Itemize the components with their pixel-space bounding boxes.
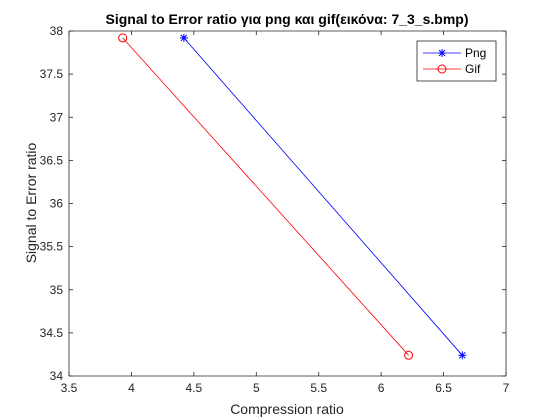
y-tick-label: 36	[50, 197, 64, 211]
x-tick-label: 3.5	[61, 381, 78, 395]
x-tick-label: 4	[128, 381, 135, 395]
legend-label-gif: Gif	[465, 62, 481, 76]
y-tick-label: 34.5	[40, 326, 64, 340]
y-tick-label: 35.5	[40, 240, 64, 254]
series-line-gif	[122, 37, 409, 356]
series-line-png	[183, 37, 463, 356]
data-point-gif-2	[404, 350, 414, 360]
x-tick-label: 7	[503, 381, 510, 395]
legend-marker-png-d2	[438, 49, 446, 57]
y-tick-label: 36.5	[40, 153, 64, 167]
legend-label-png: Png	[465, 46, 486, 60]
data-point-gif-1	[118, 33, 128, 43]
legend-box	[416, 40, 497, 82]
legend-marker-gif	[437, 64, 447, 74]
legend-marker-png	[438, 49, 446, 57]
chart-title: Signal to Error ratio για png και gif(ει…	[106, 11, 469, 27]
x-tick-label: 6.5	[435, 381, 452, 395]
data-point-png-2	[458, 351, 467, 360]
y-axis-title: Signal to Error ratio	[23, 142, 39, 263]
legend: Png Gif	[416, 40, 497, 82]
y-tick-label: 37	[50, 110, 64, 124]
plot-area	[69, 31, 506, 376]
data-point-png-1-d2	[180, 34, 188, 42]
data-point-png-2-d2	[458, 351, 466, 359]
x-tick-label: 5	[253, 381, 260, 395]
x-tick-label: 5.5	[310, 381, 327, 395]
x-tick-label: 4.5	[186, 381, 203, 395]
series-layer	[118, 33, 467, 360]
x-axis-title: Compression ratio	[230, 401, 344, 417]
y-tick-label: 37.5	[40, 67, 64, 81]
data-point-png-1	[179, 33, 188, 42]
x-tick-label: 6	[378, 381, 385, 395]
axes-layer: 3.5 4 4.5 5 5.5 6 6.5 7 34 34.5 35 35.5 36 36.5 37 37.5…	[40, 24, 510, 395]
y-tick-label: 34	[50, 369, 64, 383]
y-tick-label: 38	[50, 24, 64, 38]
y-tick-label: 35	[50, 283, 64, 297]
